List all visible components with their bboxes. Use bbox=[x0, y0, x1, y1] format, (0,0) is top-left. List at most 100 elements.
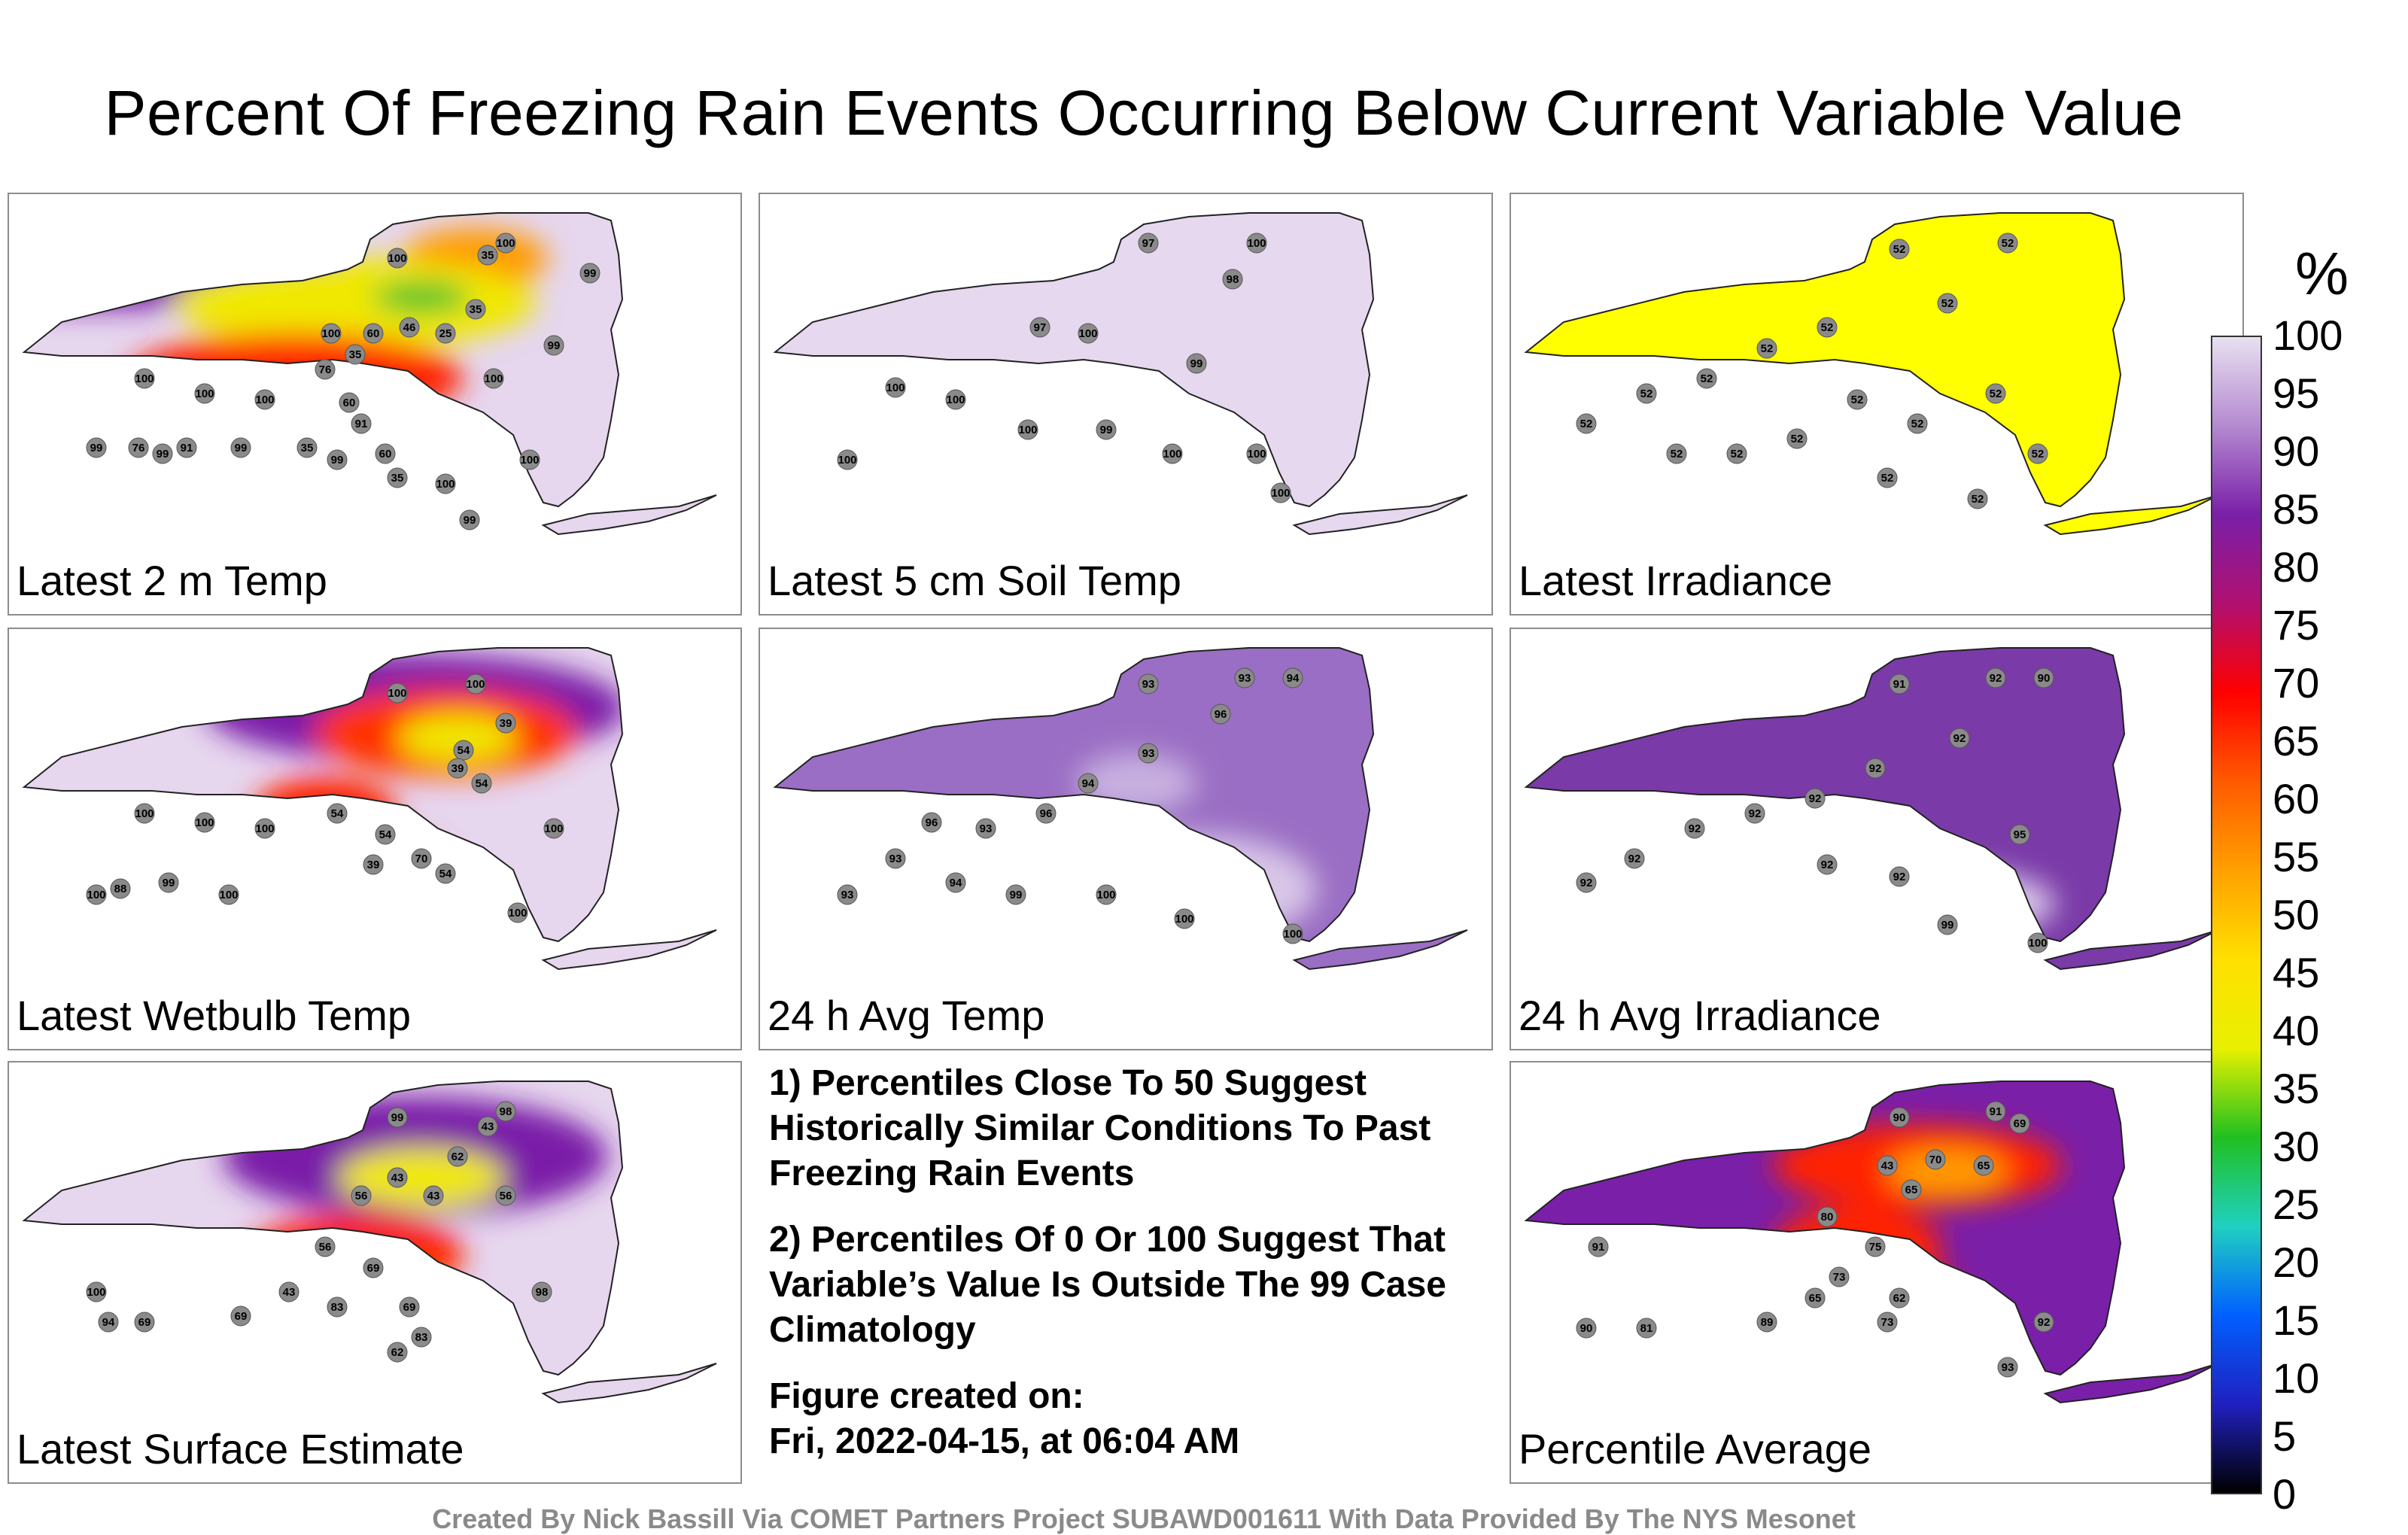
station-marker bbox=[152, 443, 173, 464]
station-marker bbox=[254, 389, 275, 410]
station-marker bbox=[885, 377, 906, 398]
station-marker bbox=[411, 1327, 432, 1348]
station-marker bbox=[507, 902, 528, 923]
station-value: 56 bbox=[319, 1241, 332, 1254]
station-value: 65 bbox=[1978, 1160, 1990, 1172]
station-value: 92 bbox=[2038, 1316, 2051, 1329]
value-contour bbox=[1659, 1304, 1755, 1340]
station-value: 75 bbox=[1869, 1241, 1882, 1254]
colorbar-tick: 55 bbox=[2273, 833, 2320, 880]
value-contour bbox=[1773, 1205, 1941, 1289]
station-value: 92 bbox=[1628, 853, 1641, 865]
credit-line: Created By Nick Bassill Via COMET Partne… bbox=[432, 1503, 1856, 1534]
station-value: 100 bbox=[466, 678, 485, 691]
station-value: 52 bbox=[1671, 448, 1683, 460]
station-value: 52 bbox=[1821, 321, 1834, 334]
station-value: 69 bbox=[138, 1316, 151, 1329]
station-value: 97 bbox=[1142, 237, 1155, 250]
map-panel: 91 92 90 92 92 92 92 92 92 92 92 92 95 99 100 24 h Avg … bbox=[1510, 628, 2244, 1050]
station-value: 54 bbox=[458, 744, 470, 757]
station-marker bbox=[98, 1312, 119, 1333]
station-marker bbox=[387, 1107, 408, 1128]
station-marker bbox=[1817, 317, 1838, 338]
station-marker bbox=[2033, 667, 2054, 688]
station-marker bbox=[1222, 269, 1243, 290]
station-value: 52 bbox=[1580, 418, 1593, 430]
station-value: 52 bbox=[1731, 448, 1744, 460]
station-marker bbox=[543, 818, 564, 839]
station-marker bbox=[1096, 419, 1117, 440]
station-marker bbox=[1696, 368, 1717, 389]
colorbar-tick: 80 bbox=[2273, 543, 2320, 591]
value-contour bbox=[373, 282, 470, 312]
station-value: 60 bbox=[367, 327, 380, 340]
station-value: 98 bbox=[1227, 273, 1239, 286]
station-marker bbox=[495, 233, 516, 254]
colorbar-tick: 5 bbox=[2273, 1412, 2297, 1460]
station-value: 43 bbox=[427, 1190, 440, 1202]
station-value: 100 bbox=[1096, 889, 1115, 901]
station-marker bbox=[477, 245, 498, 266]
colorbar-tick: 70 bbox=[2273, 659, 2320, 707]
station-marker bbox=[363, 323, 384, 344]
station-value: 65 bbox=[1809, 1292, 1822, 1305]
figure-title: Percent Of Freezing Rain Events Occurrin… bbox=[104, 78, 2184, 148]
station-marker bbox=[296, 437, 318, 458]
station-value: 73 bbox=[1833, 1271, 1846, 1284]
station-marker bbox=[477, 1116, 498, 1137]
station-value: 43 bbox=[1881, 1160, 1894, 1172]
station-value: 60 bbox=[379, 448, 392, 460]
station-value: 43 bbox=[391, 1172, 404, 1184]
ny-state-map: 100 100 39 54 39 54 54 54 70 54 39 100 100 100 88 99 100… bbox=[22, 647, 717, 971]
station-marker bbox=[435, 323, 456, 344]
station-marker bbox=[1138, 673, 1159, 695]
station-value: 100 bbox=[1283, 928, 1302, 941]
station-value: 52 bbox=[1851, 394, 1864, 406]
station-marker bbox=[399, 1296, 420, 1318]
station-marker bbox=[423, 1185, 444, 1206]
colorbar-tick: 85 bbox=[2273, 485, 2320, 533]
station-marker bbox=[945, 872, 966, 893]
station-marker bbox=[411, 848, 432, 869]
station-value: 25 bbox=[439, 327, 452, 340]
note-1: 1) Percentiles Close To 50 Suggest Histo… bbox=[769, 1063, 1431, 1193]
station-value: 52 bbox=[1911, 418, 1924, 430]
station-marker bbox=[194, 383, 215, 404]
station-marker bbox=[2027, 932, 2048, 953]
station-marker bbox=[399, 317, 420, 338]
station-marker bbox=[315, 359, 336, 380]
station-marker bbox=[2033, 1312, 2054, 1333]
station-value: 96 bbox=[1215, 708, 1227, 721]
station-marker bbox=[218, 884, 239, 905]
station-value: 96 bbox=[1040, 807, 1053, 820]
station-value: 94 bbox=[1287, 672, 1300, 685]
map-panel: 97 100 98 97 100 99 100 100 100 99 100 100 100 100 Lat… bbox=[759, 193, 1493, 616]
station-value: 52 bbox=[1893, 243, 1906, 256]
station-marker bbox=[387, 467, 408, 488]
station-value: 88 bbox=[114, 883, 127, 895]
station-marker bbox=[435, 863, 456, 884]
station-value: 43 bbox=[482, 1120, 494, 1133]
station-marker bbox=[1889, 239, 1910, 260]
colorbar-tick: 40 bbox=[2273, 1007, 2320, 1054]
ny-state-map: 93 93 94 96 93 94 96 93 96 93 93 99 100 100 100 94 bbox=[773, 647, 1468, 971]
station-value: 100 bbox=[436, 478, 455, 491]
colorbar-tick: 65 bbox=[2273, 717, 2320, 764]
ny-state-map: 52 52 52 52 52 52 52 52 52 52 52 52 52 52 52 52 52 bbox=[1524, 212, 2219, 536]
station-value: 69 bbox=[403, 1301, 416, 1314]
station-value: 54 bbox=[331, 807, 344, 820]
colorbar-tick: 20 bbox=[2273, 1239, 2320, 1286]
station-value: 92 bbox=[1893, 871, 1906, 883]
station-value: 93 bbox=[980, 822, 993, 835]
station-value: 93 bbox=[889, 853, 902, 865]
station-value: 43 bbox=[283, 1286, 296, 1299]
station-marker bbox=[1804, 1287, 1826, 1309]
colorbar-tick: 100 bbox=[2273, 312, 2343, 359]
station-value: 76 bbox=[319, 363, 332, 376]
station-value: 100 bbox=[219, 889, 238, 901]
panel-label: Latest Irradiance bbox=[1519, 557, 1833, 604]
station-value: 100 bbox=[1271, 487, 1290, 500]
station-marker bbox=[531, 1281, 552, 1302]
station-value: 99 bbox=[157, 448, 169, 460]
station-marker bbox=[447, 758, 468, 779]
